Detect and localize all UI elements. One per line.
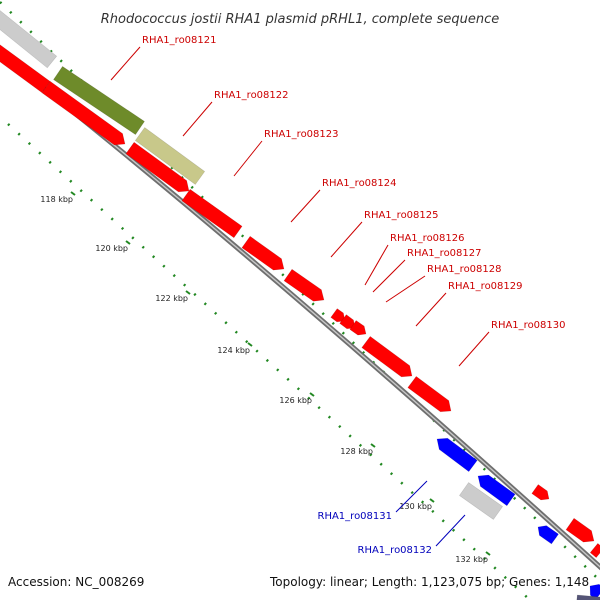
tick-mark [429,498,435,503]
tick-mark [247,342,253,347]
map-title: Rhodococcus jostii RHA1 plasmid pRHL1, c… [101,12,499,27]
feature-red-5 [241,235,285,271]
tick-label: 124 kbp [217,346,250,355]
feature-red-12 [531,484,550,501]
gene-label[interactable]: RHA1_ro08124 [322,178,397,189]
feature-red-14 [589,542,600,559]
feature-khaki [134,127,206,185]
tick-mark [370,443,376,448]
feature-red-13 [565,517,595,543]
feature-purple [576,594,600,600]
topology-summary: Topology: linear; Length: 1,123,075 bp; … [269,575,589,589]
gene-label-leader [372,259,406,293]
feature-olive [53,65,145,136]
gene-label[interactable]: RHA1_ro08127 [407,248,482,259]
feature-red-3 [125,141,190,193]
feature-red-10 [361,335,413,378]
tick-label: 118 kbp [40,195,73,204]
gene-label[interactable]: RHA1_ro08130 [491,320,566,331]
gene-label[interactable]: RHA1_ro08121 [142,35,217,46]
gene-label-leader [290,189,321,223]
gene-label-leader [233,140,263,177]
tick-mark [125,240,131,245]
scale-ticks: 118 kbp 120 kbp 122 kbp 124 kbp 126 kbp 128 k… [40,191,491,564]
feature-red-4 [181,188,243,239]
tick-mark [485,551,491,556]
dotted-guide-2 [7,123,531,600]
tick-label: 126 kbp [279,396,312,405]
feature-red-9 [349,320,367,336]
gene-label[interactable]: RHA1_ro08128 [427,264,502,275]
tick-label: 130 kbp [399,502,432,511]
tick-label: 132 kbp [455,555,488,564]
feature-blue-2 [477,474,516,507]
gene-label[interactable]: RHA1_ro08122 [214,90,289,101]
gene-labels: RHA1_ro08121 RHA1_ro08122 RHA1_ro08123 RHA1… [110,35,566,556]
feature-red-7 [330,308,346,323]
tick-mark [70,191,76,196]
feature-red-2 [41,80,126,146]
accession-text: Accession: NC_008269 [8,575,144,589]
tick-label: 120 kbp [95,244,128,253]
tick-label: 128 kbp [340,447,373,456]
gene-label-leader [458,331,490,367]
gene-label-leader [415,292,447,327]
feature-blue-1 [436,437,478,473]
gene-label[interactable]: RHA1_ro08125 [364,210,439,221]
gene-label-leader [182,101,213,137]
gene-label[interactable]: RHA1_ro08126 [390,233,465,244]
feature-blue-3 [537,525,559,545]
feature-red-11 [407,375,452,413]
gene-label-leader [385,275,426,303]
tick-mark [185,290,191,295]
gene-label-leader [395,480,428,513]
tick-mark [309,392,315,397]
feature-grey-1 [0,10,58,69]
gene-label-leader [364,244,389,286]
gene-label[interactable]: RHA1_ro08129 [448,281,523,292]
gene-label-leader [330,221,363,258]
feature-grey-2 [458,482,504,520]
tick-label: 122 kbp [155,294,188,303]
feature-red-6 [283,268,325,302]
gene-label[interactable]: RHA1_ro08132 [358,545,433,556]
gene-label-leader [110,46,141,81]
gene-label[interactable]: RHA1_ro08131 [318,511,393,522]
gene-label[interactable]: RHA1_ro08123 [264,129,339,140]
gene-label-leader [435,514,466,547]
gene-features [0,10,600,600]
